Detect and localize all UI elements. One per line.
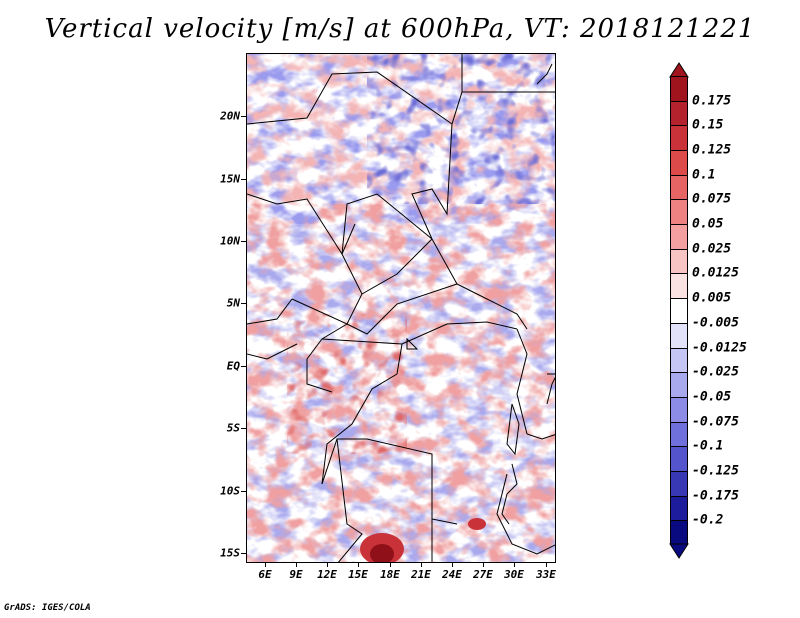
chart-title: Vertical velocity [m/s] at 600hPa, VT: 2… [44, 14, 756, 44]
lat-tick [241, 116, 246, 117]
colorbar-segment [671, 77, 687, 102]
software-credit: GrADS: IGES/COLA [4, 603, 91, 613]
colorbar-label: -0.0125 [692, 340, 747, 356]
lon-tick [483, 563, 484, 567]
colorbar-label: -0.05 [692, 389, 732, 405]
colorbar-segment [671, 496, 687, 522]
lat-label: 10N [220, 234, 240, 248]
lat-label: 20N [220, 109, 240, 123]
lat-label: EQ [226, 359, 240, 373]
colorbar-segment [671, 471, 687, 497]
lon-label: 15E [348, 568, 368, 581]
colorbar-label: -0.005 [692, 315, 739, 331]
colorbar-segment [671, 348, 687, 374]
colorbar-label: -0.125 [692, 463, 739, 479]
lat-label: 15N [220, 172, 240, 186]
colorbar-label: 0.05 [692, 216, 724, 232]
colorbar-segment [671, 422, 687, 448]
colorbar-label: -0.1 [692, 438, 724, 454]
lat-tick [241, 428, 246, 429]
lon-label: 24E [442, 568, 462, 581]
colorbar-segment [671, 249, 687, 275]
colorbar-segment [671, 447, 687, 472]
lat-label: 10S [220, 484, 240, 498]
colorbar-segment [671, 299, 687, 324]
lon-label: 33E [536, 568, 556, 581]
lon-label: 6E [258, 568, 272, 581]
colorbar-label: -0.025 [692, 364, 739, 380]
colorbar-label: -0.175 [692, 488, 739, 504]
country-borders [247, 54, 555, 562]
lat-label: 5S [226, 421, 240, 435]
colorbar-segment [671, 101, 687, 127]
colorbar-label: 0.1 [692, 167, 716, 183]
lon-tick [327, 563, 328, 567]
colorbar-segment [671, 274, 687, 300]
lon-tick [390, 563, 391, 567]
colorbar-segment [671, 175, 687, 201]
lon-tick [296, 563, 297, 567]
lat-tick [241, 491, 246, 492]
lat-label: 5N [226, 296, 240, 310]
lat-tick [241, 241, 246, 242]
colorbar-bottom-arrow [669, 543, 689, 559]
lon-tick [265, 563, 266, 567]
colorbar-segment [671, 323, 687, 349]
colorbar-label: 0.125 [692, 142, 732, 158]
map-canvas [247, 54, 555, 562]
lon-tick [546, 563, 547, 567]
lon-label: 12E [317, 568, 337, 581]
lon-tick [514, 563, 515, 567]
colorbar-label: -0.075 [692, 414, 739, 430]
colorbar-segment [671, 225, 687, 250]
colorbar-label: 0.025 [692, 241, 732, 257]
lat-tick [241, 553, 246, 554]
colorbar-segment [671, 200, 687, 226]
colorbar-segment [671, 397, 687, 423]
lat-tick [241, 179, 246, 180]
lon-label: 21E [411, 568, 431, 581]
lon-label: 27E [473, 568, 493, 581]
colorbar-label: 0.175 [692, 93, 732, 109]
lon-tick [452, 563, 453, 567]
lon-label: 9E [289, 568, 303, 581]
velocity-map [246, 53, 556, 563]
lon-label: 18E [380, 568, 400, 581]
colorbar-segment [671, 151, 687, 176]
colorbar-label: 0.005 [692, 290, 732, 306]
lon-tick [358, 563, 359, 567]
colorbar-label: 0.0125 [692, 265, 739, 281]
lat-label: 15S [220, 546, 240, 560]
colorbar-segment [671, 373, 687, 398]
colorbar-label: -0.2 [692, 512, 724, 528]
colorbar-label: 0.15 [692, 117, 724, 133]
colorbar [670, 76, 688, 546]
colorbar-segment [671, 126, 687, 152]
lon-tick [421, 563, 422, 567]
lon-label: 30E [504, 568, 524, 581]
lat-tick [241, 303, 246, 304]
lat-tick [241, 366, 246, 367]
colorbar-label: 0.075 [692, 191, 732, 207]
